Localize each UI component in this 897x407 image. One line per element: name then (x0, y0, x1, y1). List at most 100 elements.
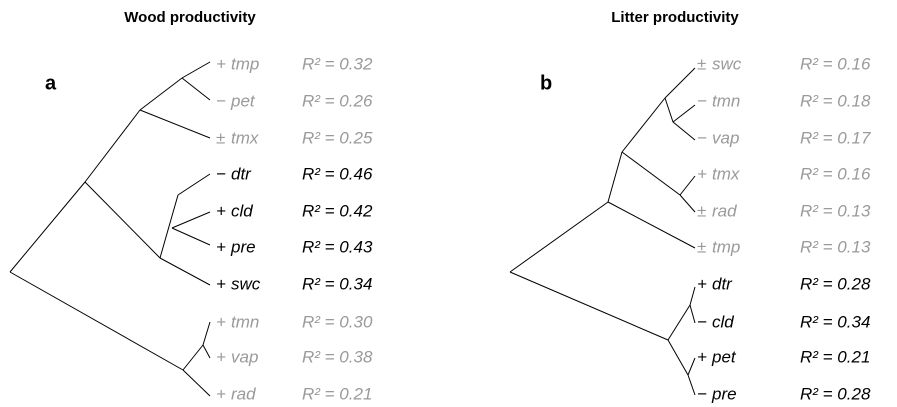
leaf-sign: + (216, 237, 226, 256)
leaf-sign: + (216, 274, 226, 293)
leaf-sign: − (697, 91, 707, 110)
tree-branch (621, 97, 666, 153)
leaf-sign: + (216, 347, 226, 366)
leaf-sign: ± (216, 128, 225, 147)
tree-branch (84, 181, 161, 259)
tree-branch (679, 175, 696, 196)
tree-branch (672, 104, 696, 123)
leaf-sign: ± (697, 237, 706, 256)
leaf-name: pet (230, 91, 256, 110)
leaf-r2: R² = 0.16 (800, 164, 871, 183)
leaf-sign: − (697, 128, 707, 147)
leaf-name: rad (712, 201, 737, 220)
leaf-name: dtr (712, 274, 733, 293)
tree-branch (9, 271, 184, 371)
tree-branch (687, 357, 696, 376)
tree-branch (621, 151, 681, 196)
tree-branch (509, 201, 609, 273)
leaf-r2: R² = 0.34 (800, 312, 870, 331)
leaf-r2: R² = 0.21 (302, 384, 372, 403)
leaf-name: pre (711, 384, 737, 403)
leaf-r2: R² = 0.17 (800, 128, 871, 147)
leaf-r2: R² = 0.26 (302, 91, 373, 110)
leaf-sign: + (216, 201, 226, 220)
leaf-name: swc (712, 54, 742, 73)
tree-branch (689, 304, 696, 324)
tree-branch (679, 194, 696, 213)
tree-branch (667, 304, 691, 341)
leaf-name: pre (230, 237, 256, 256)
tree-branch (509, 271, 669, 341)
leaf-name: tmn (712, 91, 740, 110)
leaf-sign: ± (697, 201, 706, 220)
tree-branch (181, 77, 211, 101)
leaf-name: pet (711, 347, 737, 366)
tree-branch (9, 181, 86, 273)
leaf-name: tmx (712, 164, 740, 183)
tree-branch (177, 173, 211, 196)
tree-branch (171, 211, 211, 229)
leaf-sign: ± (697, 54, 706, 73)
leaf-sign: − (697, 312, 707, 331)
tree-branch (181, 61, 211, 79)
leaf-sign: + (697, 347, 707, 366)
tree-branch (159, 257, 211, 286)
leaf-r2: R² = 0.28 (800, 384, 871, 403)
leaf-r2: R² = 0.30 (302, 312, 373, 331)
leaf-sign: + (697, 164, 707, 183)
leaf-r2: R² = 0.21 (800, 347, 870, 366)
leaf-sign: + (697, 274, 707, 293)
leaf-name: cld (231, 201, 253, 220)
leaf-r2: R² = 0.13 (800, 201, 871, 220)
leaf-r2: R² = 0.42 (302, 201, 373, 220)
tree-branch (664, 67, 696, 99)
leaf-name: tmp (231, 54, 259, 73)
panel-label: a (45, 72, 57, 94)
tree-branch (687, 374, 696, 396)
tree-branch (664, 97, 674, 123)
leaf-r2: R² = 0.32 (302, 54, 373, 73)
leaf-name: vap (712, 128, 739, 147)
leaf-r2: R² = 0.38 (302, 347, 373, 366)
leaf-sign: − (216, 164, 226, 183)
leaf-r2: R² = 0.25 (302, 128, 373, 147)
tree-branch (139, 109, 211, 139)
tree-branch (182, 369, 211, 397)
leaf-name: vap (231, 347, 258, 366)
leaf-r2: R² = 0.34 (302, 274, 372, 293)
leaf-name: swc (231, 274, 261, 293)
leaf-name: tmn (231, 312, 259, 331)
panel-title: Wood productivity (124, 9, 256, 26)
tree-branch (607, 201, 696, 249)
tree-branch (182, 344, 204, 371)
leaf-name: cld (712, 312, 734, 331)
leaf-r2: R² = 0.46 (302, 164, 373, 183)
leaf-r2: R² = 0.16 (800, 54, 871, 73)
tree-branch (139, 77, 183, 111)
leaf-sign: + (216, 384, 226, 403)
panel-title: Litter productivity (611, 9, 739, 26)
leaf-sign: − (697, 384, 707, 403)
tree-branch (689, 286, 696, 306)
leaf-r2: R² = 0.18 (800, 91, 871, 110)
tree-branch (202, 321, 211, 346)
leaf-name: tmx (231, 128, 259, 147)
leaf-name: tmp (712, 237, 740, 256)
tree-branch (607, 151, 623, 203)
leaf-r2: R² = 0.13 (800, 237, 871, 256)
leaf-name: dtr (231, 164, 252, 183)
leaf-r2: R² = 0.43 (302, 237, 373, 256)
leaf-r2: R² = 0.28 (800, 274, 871, 293)
panel-label: b (540, 72, 552, 94)
tree-branch (84, 109, 141, 183)
tree-branch (159, 194, 179, 259)
leaf-sign: + (216, 312, 226, 331)
leaf-sign: + (216, 54, 226, 73)
leaf-name: rad (231, 384, 256, 403)
tree-branch (672, 121, 696, 141)
tree-branch (171, 227, 211, 246)
leaf-sign: − (216, 91, 226, 110)
tree-branch (667, 339, 689, 376)
tree-branch (202, 344, 211, 359)
